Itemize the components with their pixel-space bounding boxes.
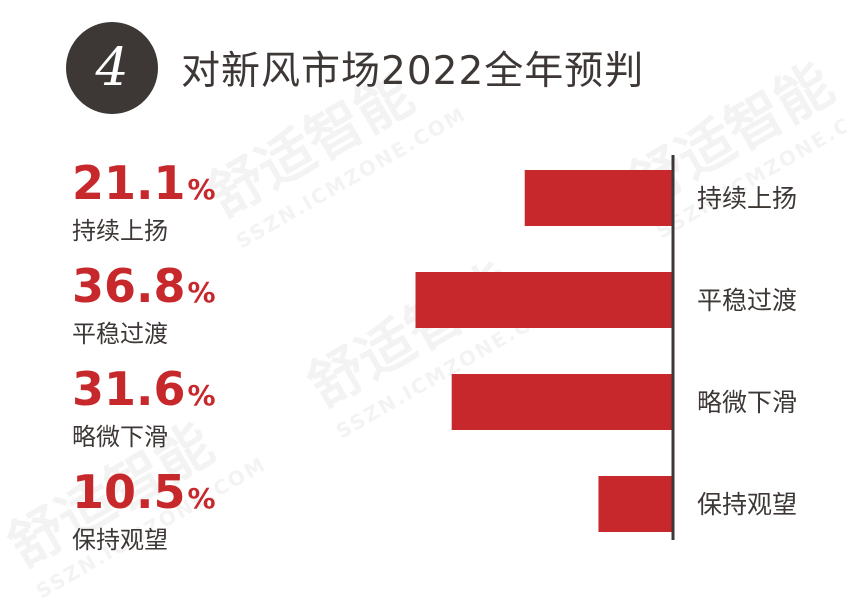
bar	[524, 170, 672, 226]
category-label: 持续上扬	[697, 184, 797, 213]
legend-item: 31.6% 略微下滑	[72, 364, 312, 467]
bar	[598, 476, 672, 532]
section-number: 4	[95, 38, 129, 98]
legend-value: 10.5%	[72, 465, 216, 519]
legend-value: 21.1%	[72, 156, 216, 210]
page-title: 对新风市场2022全年预判	[181, 49, 645, 94]
category-label: 平稳过渡	[697, 286, 797, 315]
bar	[451, 374, 672, 430]
legend-label: 略微下滑	[72, 423, 168, 451]
legend-label: 平稳过渡	[72, 320, 168, 348]
percent-sign: %	[187, 379, 216, 412]
percent-sign: %	[187, 276, 216, 309]
legend-item: 21.1% 持续上扬	[72, 158, 312, 261]
legend-item: 10.5% 保持观望	[72, 467, 312, 570]
legend-label: 持续上扬	[72, 217, 168, 245]
legend-item: 36.8% 平稳过渡	[72, 261, 312, 364]
category-label: 保持观望	[697, 490, 797, 519]
percent-sign: %	[187, 482, 216, 515]
legend-value: 31.6%	[72, 362, 216, 416]
section-number-badge: 4	[66, 22, 158, 114]
bar	[415, 272, 672, 328]
percent-sign: %	[187, 173, 216, 206]
category-label: 略微下滑	[697, 388, 797, 417]
legend-label: 保持观望	[72, 526, 168, 554]
value-legend: 21.1% 持续上扬 36.8% 平稳过渡 31.6% 略微下滑 10.5% 保…	[72, 158, 312, 570]
legend-value: 36.8%	[72, 259, 216, 313]
